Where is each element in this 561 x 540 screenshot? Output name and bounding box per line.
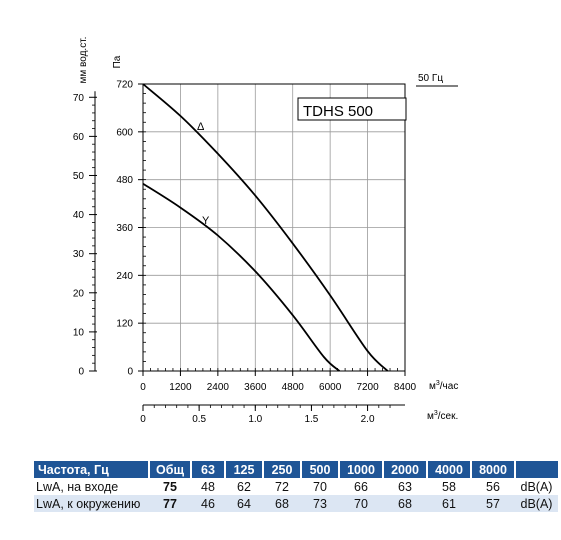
y-pa-tick-label: 240	[116, 271, 133, 282]
y-left-tick-label: 20	[73, 288, 85, 299]
x-m3h-tick-label: 8400	[394, 382, 417, 393]
row-value: 46	[191, 495, 225, 512]
x-m3h-tick-label: 6000	[319, 382, 342, 393]
row-value: 73	[301, 495, 339, 512]
y-pa-tick-label: 360	[116, 223, 133, 234]
row-value: 68	[263, 495, 301, 512]
header-cell: 1000	[339, 461, 384, 478]
y-left-axis-title: мм вод.ст.	[78, 37, 89, 84]
curve-label-delta: Δ	[197, 121, 205, 133]
table-row: LwA, на входе 75 48 62 72 70 66 63 58 56…	[34, 478, 558, 495]
curve-label-y: Y	[202, 215, 210, 227]
y-left-tick-label: 30	[73, 249, 85, 260]
row-value: 70	[301, 478, 339, 495]
row-value: 56	[471, 478, 515, 495]
table-row: LwA, к окружению 77 46 64 68 73 70 68 61…	[34, 495, 558, 512]
header-cell: 63	[191, 461, 226, 478]
row-unit: dB(A)	[515, 478, 558, 495]
header-cell: 4000	[427, 461, 472, 478]
x-m3h-tick-label: 4800	[282, 382, 305, 393]
row-value: 57	[471, 495, 515, 512]
curves	[142, 83, 389, 372]
row-value: 68	[383, 495, 427, 512]
y-left-tick-label: 60	[73, 132, 85, 143]
row-value: 70	[339, 495, 383, 512]
x-m3h-axis-title: м3/час	[429, 380, 458, 392]
header-cell: 500	[301, 461, 340, 478]
frequency-label: 50 Гц	[418, 73, 443, 84]
row-total: 75	[149, 478, 191, 495]
row-value: 62	[225, 478, 263, 495]
row-value: 72	[263, 478, 301, 495]
x-m3s-tick-label: 2.0	[361, 414, 375, 425]
y-left-tick-label: 50	[73, 171, 85, 182]
model-label: TDHS 500	[303, 103, 373, 120]
x-m3s-tick-label: 1.5	[304, 414, 318, 425]
header-cell: Общ	[149, 461, 192, 478]
x-m3h-tick-label: 1200	[169, 382, 192, 393]
header-cell: 250	[263, 461, 302, 478]
header-cell: 8000	[471, 461, 516, 478]
row-value: 48	[191, 478, 225, 495]
row-value: 61	[427, 495, 471, 512]
x-m3s-tick-label: 1.0	[248, 414, 262, 425]
y-left-tick-label: 70	[73, 93, 85, 104]
y-pa-axis-title: Па	[112, 55, 123, 68]
x-m3h-tick-label: 2400	[207, 382, 230, 393]
header-cell: 2000	[383, 461, 428, 478]
row-unit: dB(A)	[515, 495, 558, 512]
y-pa-tick-label: 720	[116, 80, 133, 91]
y-left-tick-label: 10	[73, 327, 85, 338]
row-value: 63	[383, 478, 427, 495]
x-m3h-tick-label: 7200	[356, 382, 379, 393]
y-pa-tick-label: 0	[127, 367, 133, 378]
x-m3h-tick-label: 3600	[244, 382, 267, 393]
header-cell: Частота, Гц	[34, 461, 150, 478]
curve-delta	[142, 83, 389, 372]
noise-table: Частота, Гц Общ 63 125 250 500 1000 2000…	[34, 461, 558, 512]
y-left-tick-label: 0	[78, 367, 84, 378]
y-left-tick-label: 40	[73, 210, 85, 221]
row-value: 58	[427, 478, 471, 495]
header-cell: 125	[225, 461, 264, 478]
header-cell	[515, 461, 558, 478]
x-m3s-axis-title: м3/сек.	[427, 410, 458, 422]
x-m3h-tick-label: 0	[140, 382, 146, 393]
row-value: 64	[225, 495, 263, 512]
plot-grid	[142, 83, 406, 372]
row-label: LwA, на входе	[34, 478, 149, 495]
model-box	[297, 97, 407, 121]
y-pa-tick-label: 120	[116, 319, 133, 330]
y-pa-tick-label: 600	[116, 127, 133, 138]
row-value: 66	[339, 478, 383, 495]
row-total: 77	[149, 495, 191, 512]
y-pa-tick-label: 480	[116, 175, 133, 186]
row-label: LwA, к окружению	[34, 495, 149, 512]
x-m3s-tick-label: 0.5	[192, 414, 206, 425]
table-header-row: Частота, Гц Общ 63 125 250 500 1000 2000…	[34, 461, 558, 478]
curve-y	[142, 182, 341, 372]
x-m3s-tick-label: 0	[140, 414, 146, 425]
